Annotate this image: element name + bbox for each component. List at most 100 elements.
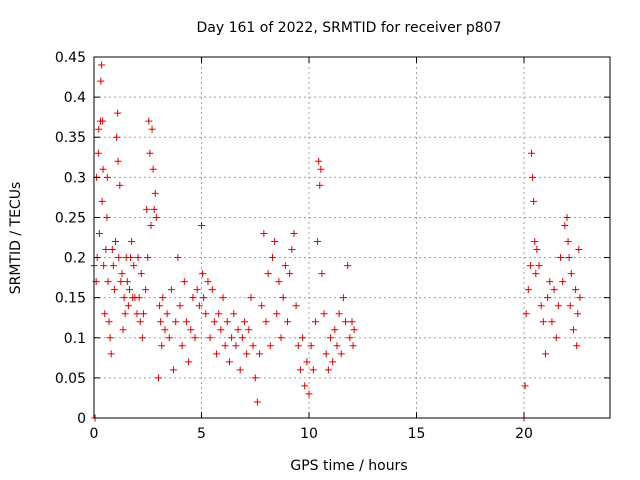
data-point — [350, 326, 358, 334]
data-point — [550, 286, 558, 294]
data-point — [346, 334, 354, 342]
data-point — [182, 318, 190, 326]
data-point — [243, 350, 251, 358]
data-point — [138, 334, 146, 342]
data-point — [121, 310, 129, 318]
data-point — [530, 197, 538, 205]
data-point — [290, 229, 298, 237]
axis-ticks — [93, 56, 610, 419]
data-point — [112, 238, 119, 246]
data-point — [148, 125, 156, 133]
data-point — [215, 310, 223, 318]
data-point — [249, 342, 257, 350]
data-point — [296, 366, 304, 374]
data-point — [102, 246, 110, 254]
data-point — [145, 117, 153, 125]
data-point — [333, 342, 341, 350]
y-tick-label: 0.45 — [55, 50, 86, 66]
data-point — [114, 109, 122, 117]
data-point — [149, 165, 157, 173]
data-point — [198, 221, 205, 229]
plot-frame — [93, 56, 611, 419]
data-point — [178, 342, 186, 350]
data-point — [165, 334, 173, 342]
data-point — [95, 125, 103, 133]
data-point — [152, 213, 160, 221]
data-point — [251, 374, 259, 382]
data-point — [172, 318, 180, 326]
data-point — [552, 334, 560, 342]
data-point — [348, 318, 356, 326]
data-point — [557, 254, 565, 262]
data-point — [256, 350, 264, 358]
data-point — [123, 278, 131, 286]
data-point — [521, 382, 529, 390]
data-point — [234, 326, 242, 334]
data-point — [108, 246, 116, 254]
data-point — [253, 398, 261, 406]
data-point — [144, 254, 152, 262]
data-point — [574, 310, 582, 318]
data-point — [559, 278, 567, 286]
data-point — [314, 238, 322, 246]
data-point — [335, 310, 343, 318]
y-tick-labels: 0 0.05 0.1 0.15 0.2 0.25 0.3 0.35 0.4 0.45 — [55, 50, 86, 427]
data-point — [99, 117, 107, 125]
data-point — [176, 302, 184, 310]
data-point — [187, 326, 195, 334]
data-point — [128, 238, 136, 246]
data-point — [206, 334, 214, 342]
data-point — [281, 262, 289, 270]
data-points — [90, 61, 584, 422]
data-point — [120, 294, 128, 302]
y-tick-label: 0.2 — [64, 251, 86, 267]
y-tick-label: 0.05 — [55, 371, 86, 387]
data-point — [110, 286, 118, 294]
data-point — [309, 366, 317, 374]
y-tick-label: 0.25 — [55, 210, 86, 226]
data-point — [107, 350, 115, 358]
data-point — [136, 318, 144, 326]
data-point — [135, 294, 143, 302]
data-point — [305, 390, 313, 398]
data-point — [228, 334, 236, 342]
data-point — [117, 278, 125, 286]
y-tick-label: 0.15 — [55, 291, 86, 307]
data-point — [311, 318, 319, 326]
data-point — [157, 318, 165, 326]
data-point — [100, 262, 108, 270]
data-point — [575, 246, 583, 254]
data-point — [236, 366, 244, 374]
y-tick-label: 0.4 — [64, 90, 86, 106]
data-point — [101, 310, 109, 318]
data-point — [546, 278, 554, 286]
data-point — [114, 157, 122, 165]
data-point — [273, 310, 281, 318]
data-point — [109, 262, 117, 270]
data-point — [124, 302, 132, 310]
data-point — [279, 294, 287, 302]
data-point — [531, 238, 539, 246]
data-point — [210, 318, 218, 326]
data-point — [569, 326, 577, 334]
data-point — [238, 334, 246, 342]
data-point — [299, 334, 307, 342]
data-point — [104, 278, 112, 286]
data-point — [344, 262, 352, 270]
data-point — [533, 246, 541, 254]
x-axis-label: GPS time / hours — [290, 458, 407, 474]
data-point — [202, 310, 210, 318]
data-point — [161, 326, 169, 334]
data-point — [199, 270, 207, 278]
data-point — [565, 254, 573, 262]
data-point — [97, 77, 105, 85]
data-point — [208, 286, 216, 294]
data-point — [548, 318, 556, 326]
data-point — [180, 278, 188, 286]
data-point — [317, 165, 325, 173]
data-point — [292, 302, 300, 310]
data-point — [116, 181, 124, 189]
x-tick-label: 15 — [408, 426, 426, 442]
data-point — [268, 254, 276, 262]
